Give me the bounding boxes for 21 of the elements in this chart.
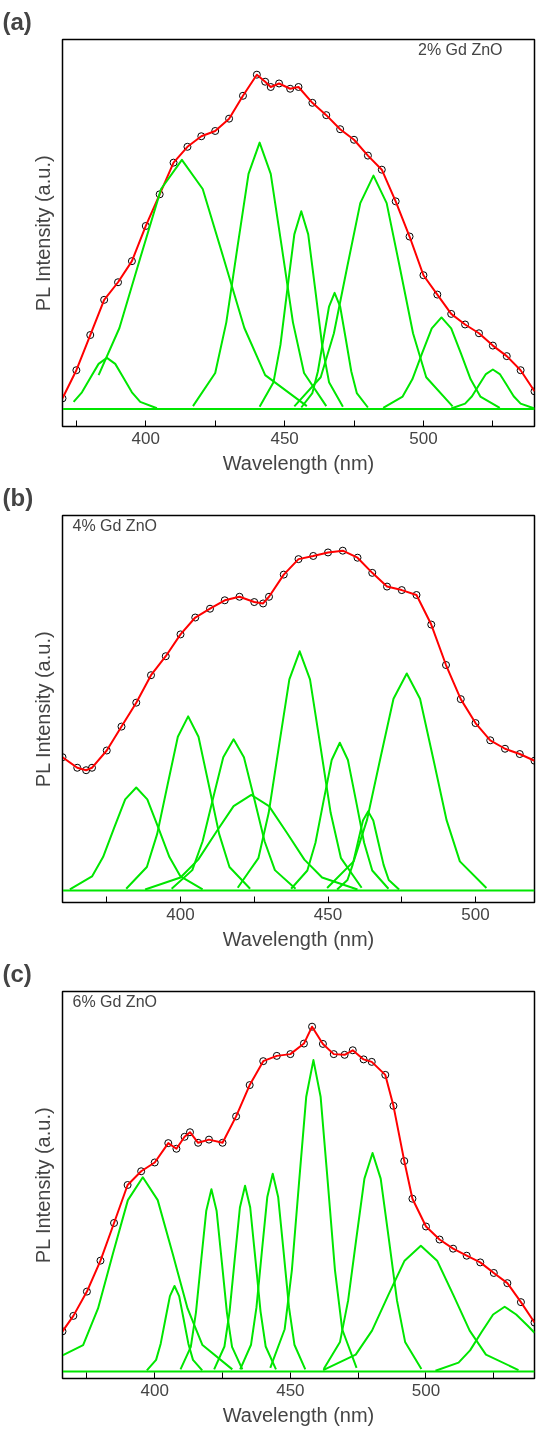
x-tick-label: 500 bbox=[409, 428, 438, 448]
y-axis-title: PL Intensity (a.u.) bbox=[31, 631, 54, 788]
x-tick-label: 400 bbox=[140, 1380, 169, 1400]
x-axis-title: Wavelength (nm) bbox=[222, 1403, 375, 1426]
x-tick-label: 400 bbox=[166, 904, 195, 924]
chart-title: (b) bbox=[2, 483, 34, 511]
chart-title: (c) bbox=[2, 959, 32, 987]
x-tick-label: 500 bbox=[411, 1380, 441, 1400]
chart-title: (a) bbox=[2, 7, 32, 35]
x-tick-label: 450 bbox=[276, 1380, 305, 1400]
text: 6% Gd ZnO bbox=[72, 992, 157, 1010]
text: 4% Gd ZnO bbox=[72, 516, 157, 534]
x-axis-title: Wavelength (nm) bbox=[222, 451, 375, 474]
x-axis-title: Wavelength (nm) bbox=[222, 927, 375, 950]
x-tick-label: 500 bbox=[461, 904, 490, 924]
x-tick-label: 450 bbox=[270, 428, 299, 448]
y-axis-title: PL Intensity (a.u.) bbox=[31, 155, 54, 312]
x-tick-label: 400 bbox=[131, 428, 160, 448]
x-tick-label: 450 bbox=[313, 904, 343, 924]
y-axis-title: PL Intensity (a.u.) bbox=[31, 1107, 54, 1264]
text: 2% Gd ZnO bbox=[418, 40, 503, 58]
